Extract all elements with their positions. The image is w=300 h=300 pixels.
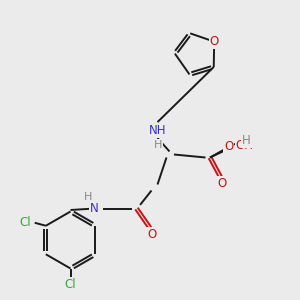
Text: O: O — [147, 228, 156, 241]
Text: Cl: Cl — [19, 216, 31, 229]
Text: OH: OH — [236, 139, 254, 152]
Text: N: N — [90, 202, 99, 215]
Text: H: H — [154, 140, 162, 150]
Text: NH: NH — [149, 124, 166, 137]
Text: O: O — [210, 35, 219, 48]
Text: O: O — [218, 177, 226, 190]
Text: Cl: Cl — [65, 278, 76, 291]
Text: H: H — [84, 192, 92, 202]
Text: H: H — [242, 134, 251, 147]
Text: O: O — [224, 140, 233, 153]
